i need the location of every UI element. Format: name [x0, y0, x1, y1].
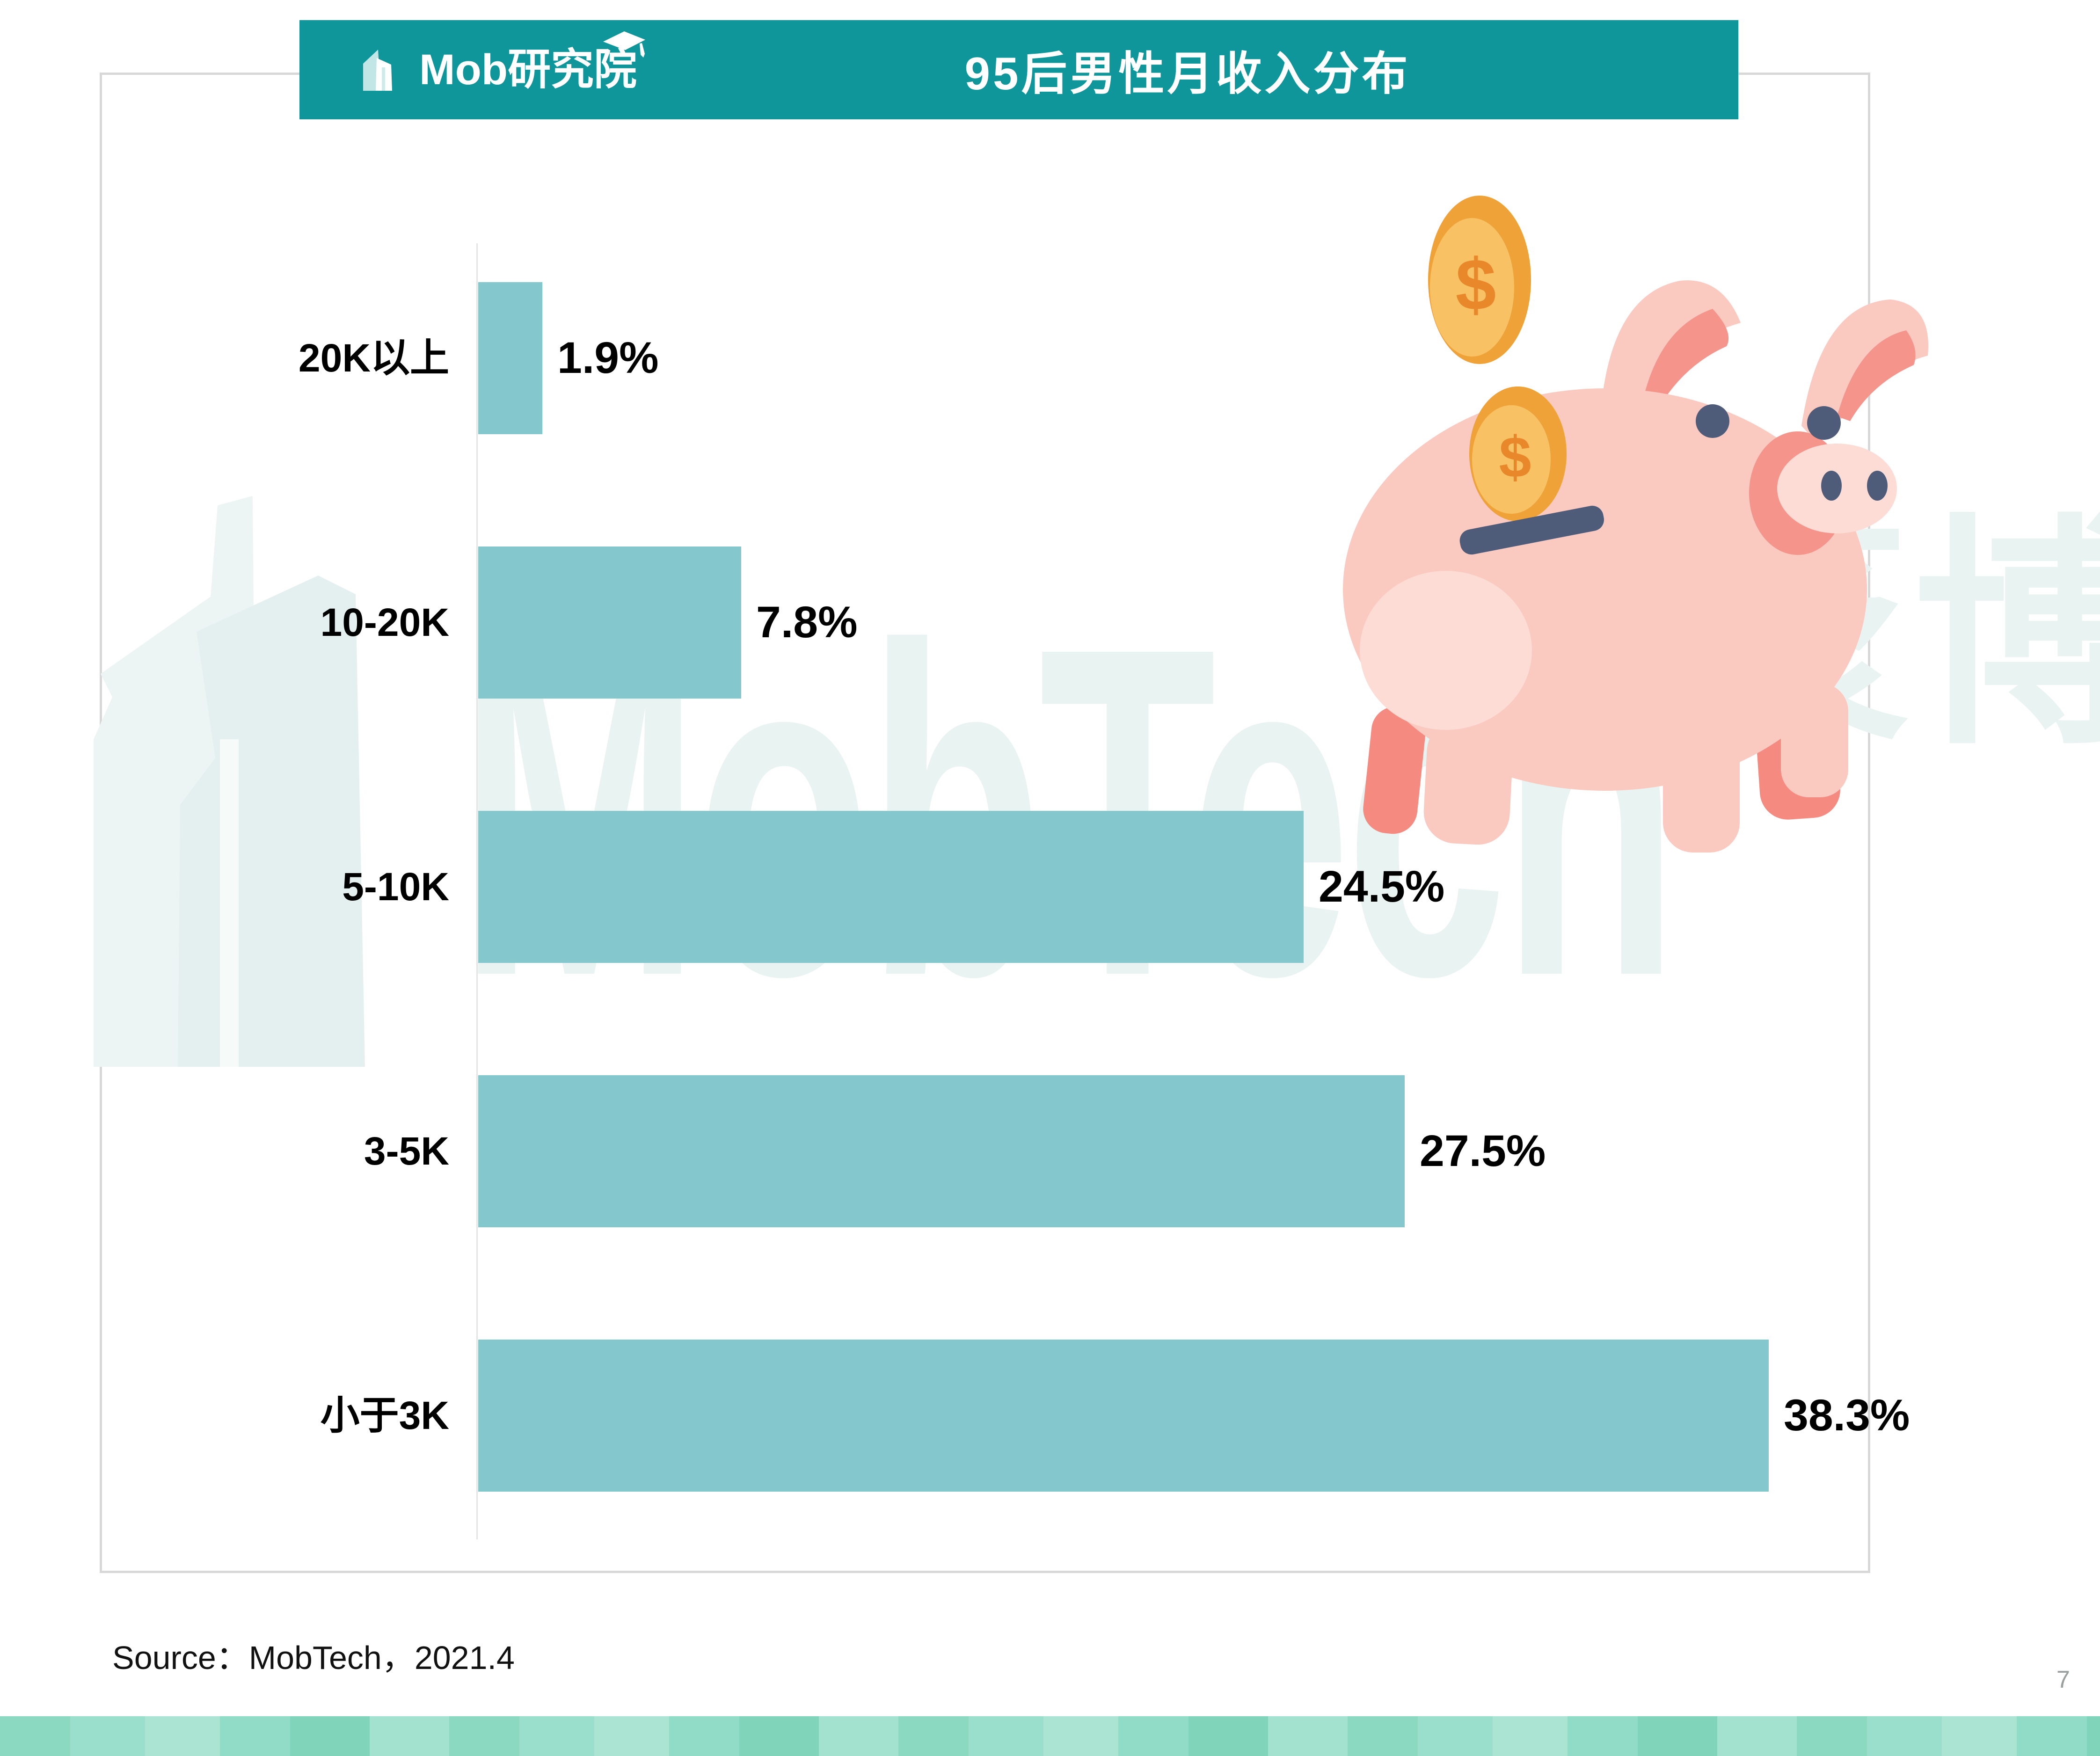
bar: [478, 1340, 1769, 1492]
bar: [478, 1075, 1405, 1227]
piggy-bank-icon: $ $: [1343, 196, 1928, 852]
brand-name: Mob研究院: [419, 31, 646, 91]
watermark-building-icon: [94, 496, 365, 1067]
bar: [478, 546, 741, 699]
category-label: 20K以上: [298, 336, 449, 380]
category-label: 小于3K: [320, 1393, 449, 1437]
coin-icon-upper: $: [1428, 196, 1531, 364]
page-number: 7: [2056, 1666, 2070, 1693]
header-bar: Mob研究院 95后男性月收入分布: [299, 20, 1738, 119]
brand-logo: Mob研究院: [355, 20, 646, 119]
category-label: 10-20K: [320, 600, 449, 644]
category-label: 3-5K: [364, 1129, 449, 1173]
footer-decorative-strip: [0, 1716, 2100, 1756]
building-icon: [363, 50, 392, 91]
bar: [478, 282, 542, 434]
value-label: 1.9%: [557, 333, 659, 383]
graduation-cap-icon: [603, 31, 646, 58]
bar: [478, 811, 1304, 963]
page-title: 95后男性月收入分布: [964, 48, 1411, 99]
value-label: 7.8%: [756, 597, 858, 647]
value-label: 24.5%: [1319, 862, 1445, 911]
svg-text:$: $: [1499, 425, 1531, 490]
y-axis-line: [476, 243, 478, 1539]
category-label: 5-10K: [342, 865, 449, 909]
value-label: 38.3%: [1784, 1391, 1910, 1440]
coin-icon-lower: $: [1469, 386, 1567, 521]
source-note: Source：MobTech，2021.4: [112, 1639, 515, 1676]
value-label: 27.5%: [1420, 1126, 1546, 1176]
svg-text:$: $: [1456, 244, 1496, 326]
